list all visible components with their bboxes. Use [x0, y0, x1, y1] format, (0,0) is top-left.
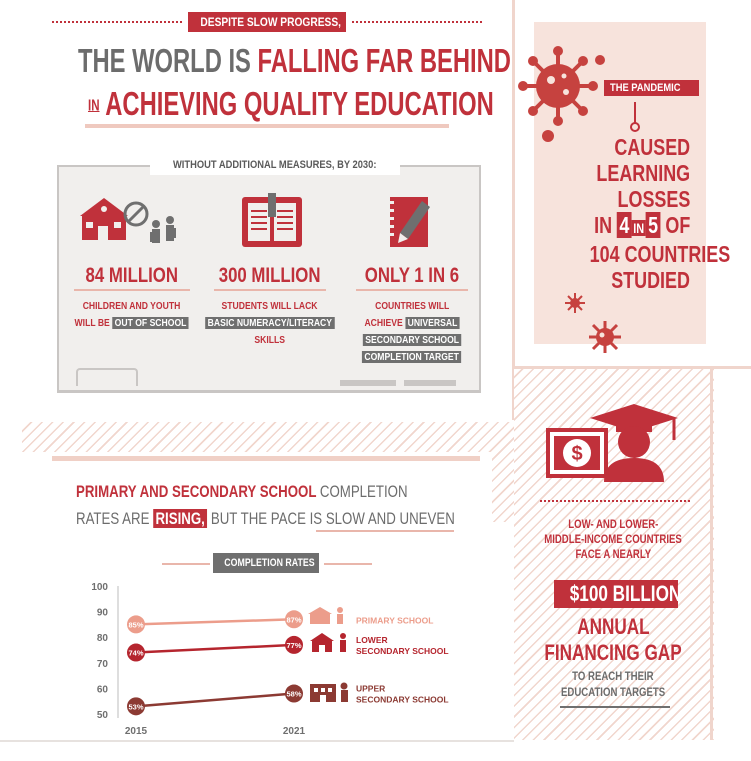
- completion-heading: PRIMARY AND SECONDARY SCHOOL COMPLETION: [76, 482, 408, 501]
- badge-rule-right: [324, 563, 372, 565]
- title-underline: [85, 124, 449, 128]
- data-point: [285, 684, 303, 703]
- completion-subheading: RATES ARE RISING, BUT THE PACE IS SLOW A…: [76, 509, 455, 528]
- data-point: [127, 697, 145, 716]
- kicker-rule-right: [352, 21, 482, 23]
- stat-figure: 84 MILLION: [85, 264, 179, 287]
- kicker-rule-left: [52, 21, 182, 23]
- stat-description: COUNTRIES WILL ACHIEVE UNIVERSAL SECONDA…: [336, 298, 488, 366]
- notebook-pencil-icon: [386, 197, 430, 247]
- virus-icon: [518, 46, 605, 142]
- pandemic-badge: THE PANDEMIC: [604, 80, 699, 96]
- school-closed-icon: [80, 198, 176, 243]
- chalk-icon: [340, 380, 396, 386]
- y-tick-label: 60: [97, 684, 109, 695]
- column-divider: [512, 0, 515, 420]
- board-caption: WITHOUT ADDITIONAL MEASURES, BY 2030:: [150, 155, 400, 175]
- panel-divider: [514, 366, 751, 369]
- finance-separator: [540, 500, 690, 502]
- primary-school-icon: [308, 607, 343, 624]
- data-label: 74%: [128, 649, 143, 658]
- stat-figure: ONLY 1 IN 6: [364, 264, 460, 287]
- data-point: [285, 610, 303, 629]
- lower-secondary-school-icon: [310, 633, 346, 652]
- financing-amount: $100 BILLION: [554, 580, 681, 608]
- virus-small-icon: [589, 321, 621, 353]
- money-graduate-icon: $: [546, 404, 678, 482]
- legend-label: UPPER: [356, 684, 385, 694]
- pandemic-statement: CAUSED LEARNING LOSSES IN 4 IN 5 OF 104 CO…: [589, 134, 731, 293]
- rising-chip: RISING,: [153, 509, 208, 528]
- badge-rule-left: [162, 563, 210, 565]
- page-title-line2: IN ACHIEVING QUALITY EDUCATION: [88, 85, 494, 122]
- x-tick-label: 2021: [283, 726, 306, 737]
- stat-rule: [74, 289, 190, 291]
- upper-secondary-school-icon: [310, 682, 348, 702]
- stat-rule: [214, 289, 326, 291]
- data-label: 77%: [286, 641, 301, 650]
- stat-description: STUDENTS WILL LACK BASIC NUMERACY/LITERA…: [190, 298, 350, 349]
- chalk-icon: [404, 380, 456, 386]
- chart-title-badge: COMPLETION RATES: [213, 553, 319, 573]
- badge-connector: [634, 102, 636, 124]
- finance-underline: [560, 706, 670, 708]
- subheading-underline: [316, 530, 454, 532]
- data-label: 53%: [128, 702, 143, 711]
- y-tick-label: 80: [97, 633, 109, 644]
- series-line: [135, 692, 295, 708]
- badge-connector-dot: [630, 122, 640, 132]
- eraser-icon: [76, 368, 138, 386]
- page-title: THE WORLD IS FALLING FAR BEHIND: [78, 42, 511, 79]
- data-label: 87%: [286, 615, 301, 624]
- financing-gap-text: ANNUAL FINANCING GAP: [544, 614, 682, 665]
- stat-rule: [356, 289, 468, 291]
- completion-heading-area: [22, 452, 492, 524]
- finance-outro: TO REACH THEIR EDUCATION TARGETS: [560, 669, 666, 699]
- series-line: [135, 618, 295, 626]
- finance-intro: LOW- AND LOWER- MIDDLE-INCOME COUNTRIES …: [544, 517, 682, 561]
- legend-label: PRIMARY SCHOOL: [356, 615, 433, 625]
- y-tick-label: 70: [97, 659, 109, 670]
- completion-rates-chart: 50 60 70 80 90 100 2015 2021 85% 87% PRIMARY SCHOO…: [91, 582, 449, 737]
- page-bottom-rule: [0, 740, 514, 742]
- legend-label: SECONDARY SCHOOL: [356, 646, 449, 656]
- four-chip: 4: [616, 212, 632, 238]
- five-chip: 5: [645, 212, 661, 238]
- stat-figure: 300 MILLION: [219, 264, 321, 287]
- y-tick-label: 50: [97, 710, 109, 721]
- virus-small-icon: [565, 293, 585, 313]
- legend-label: LOWER: [356, 635, 388, 645]
- kicker-badge: DESPITE SLOW PROGRESS,: [188, 12, 346, 32]
- y-tick-label: 100: [91, 582, 108, 593]
- x-tick-label: 2015: [125, 726, 148, 737]
- data-point: [127, 643, 145, 662]
- panel-divider: [710, 366, 713, 740]
- legend-label: SECONDARY SCHOOL: [356, 695, 449, 705]
- heading-rule: [52, 456, 480, 461]
- data-label: 58%: [286, 690, 301, 699]
- stat-description: CHILDREN AND YOUTH WILL BE OUT OF SCHOOL: [56, 298, 208, 332]
- data-label: 85%: [128, 620, 143, 629]
- data-point: [285, 635, 303, 654]
- book-icon: [242, 193, 302, 247]
- svg-text:$: $: [571, 443, 582, 465]
- y-tick-label: 90: [97, 608, 109, 619]
- data-point: [127, 615, 145, 634]
- series-line: [135, 643, 295, 654]
